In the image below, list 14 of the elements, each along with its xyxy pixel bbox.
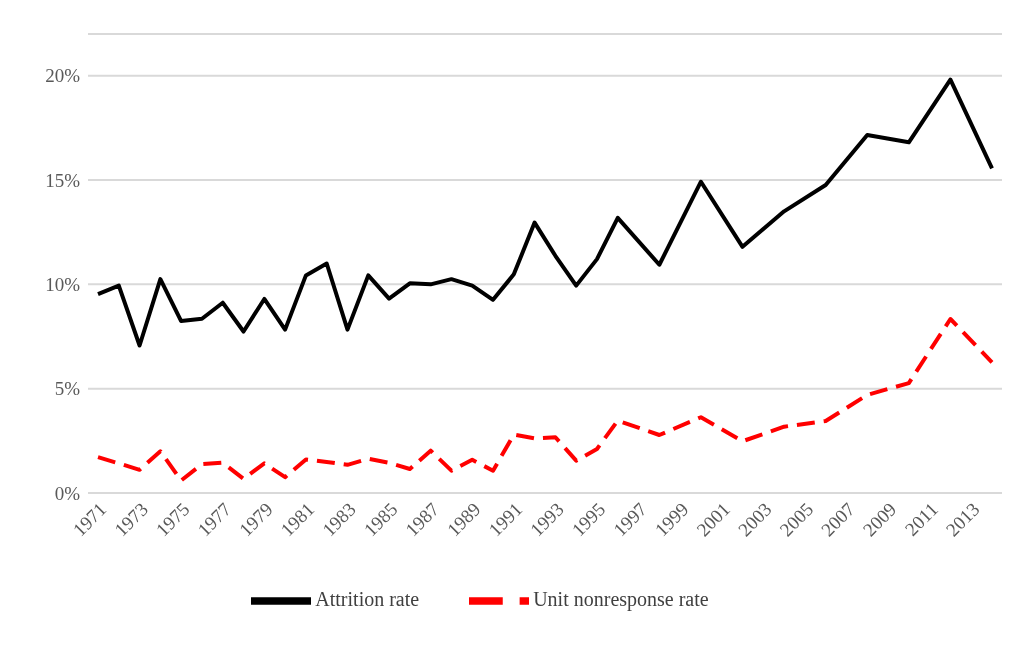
y-tick-label: 10% — [45, 274, 81, 296]
legend-label: Unit nonresponse rate — [533, 587, 709, 610]
line-series — [96, 317, 994, 483]
y-tick-label: 5% — [54, 378, 81, 400]
x-tick-label: 1999 — [650, 498, 693, 541]
y-tick-label: 0% — [54, 482, 81, 504]
line-series — [96, 77, 994, 348]
x-tick-label: 1981 — [276, 498, 319, 541]
y-tick-label: 15% — [45, 169, 81, 191]
y-tick-label: 20% — [45, 65, 81, 87]
x-tick-label: 1989 — [442, 498, 485, 541]
x-tick-label: 1979 — [234, 498, 277, 541]
x-tick-label: 1991 — [484, 498, 527, 541]
legend-label: Attrition rate — [315, 587, 420, 610]
